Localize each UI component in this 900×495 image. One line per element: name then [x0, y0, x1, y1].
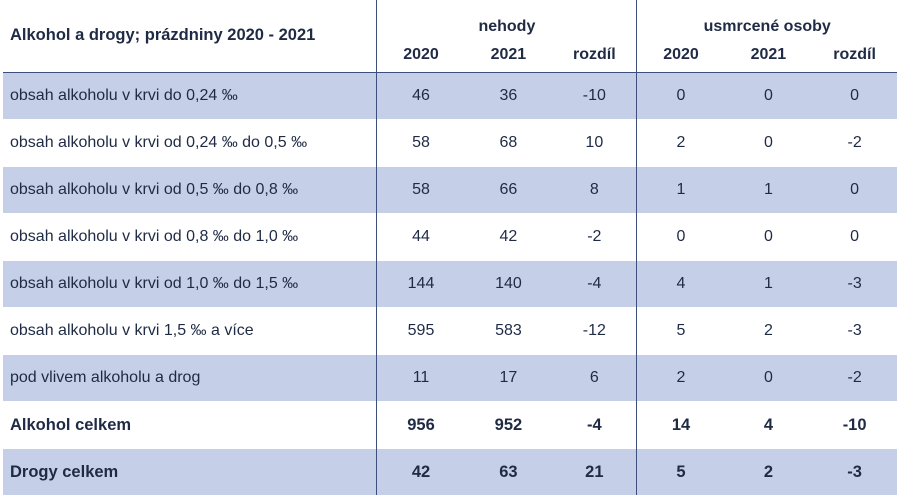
cell-accidents-2021: 68: [465, 120, 553, 167]
col-header-fatalities-2021: 2021: [725, 38, 813, 73]
col-header-accidents-diff: rozdíl: [552, 38, 637, 73]
cell-fatalities-2021: 0: [725, 120, 813, 167]
table-row: obsah alkoholu v krvi od 0,5 ‰ do 0,8 ‰5…: [3, 167, 897, 214]
cell-accidents-2020: 46: [377, 73, 465, 120]
cell-fatalities-2020: 5: [637, 308, 725, 355]
cell-accidents-2021: 952: [465, 402, 553, 449]
group-header-row: Alkohol a drogy; prázdniny 2020 - 2021 n…: [3, 0, 897, 38]
row-label: obsah alkoholu v krvi od 0,24 ‰ do 0,5 ‰: [3, 120, 377, 167]
cell-fatalities-2021: 4: [725, 402, 813, 449]
group-header-fatalities: usmrcené osoby: [637, 0, 897, 38]
cell-accidents-2020: 11: [377, 355, 465, 402]
row-label: obsah alkoholu v krvi od 0,8 ‰ do 1,0 ‰: [3, 214, 377, 261]
cell-fatalities-diff: -2: [812, 120, 897, 167]
row-label: pod vlivem alkoholu a drog: [3, 355, 377, 402]
cell-accidents-2021: 42: [465, 214, 553, 261]
cell-fatalities-2021: 0: [725, 355, 813, 402]
cell-accidents-2021: 140: [465, 261, 553, 308]
row-label: obsah alkoholu v krvi od 1,0 ‰ do 1,5 ‰: [3, 261, 377, 308]
table-row: obsah alkoholu v krvi od 1,0 ‰ do 1,5 ‰1…: [3, 261, 897, 308]
cell-accidents-2020: 42: [377, 449, 465, 495]
cell-fatalities-2021: 2: [725, 308, 813, 355]
cell-accidents-2020: 595: [377, 308, 465, 355]
cell-accidents-2020: 44: [377, 214, 465, 261]
cell-fatalities-2020: 5: [637, 449, 725, 495]
cell-fatalities-diff: -10: [812, 402, 897, 449]
cell-fatalities-2020: 2: [637, 120, 725, 167]
cell-accidents-diff: 21: [552, 449, 637, 495]
cell-fatalities-2021: 0: [725, 73, 813, 120]
table-title: Alkohol a drogy; prázdniny 2020 - 2021: [3, 0, 377, 73]
cell-fatalities-2021: 1: [725, 261, 813, 308]
cell-fatalities-diff: 0: [812, 73, 897, 120]
cell-fatalities-diff: -3: [812, 308, 897, 355]
row-label: Alkohol celkem: [3, 402, 377, 449]
col-header-fatalities-diff: rozdíl: [812, 38, 897, 73]
cell-accidents-2021: 63: [465, 449, 553, 495]
cell-fatalities-2020: 0: [637, 73, 725, 120]
cell-fatalities-diff: 0: [812, 214, 897, 261]
cell-accidents-diff: -4: [552, 261, 637, 308]
cell-fatalities-2021: 1: [725, 167, 813, 214]
cell-fatalities-2020: 14: [637, 402, 725, 449]
cell-accidents-2021: 17: [465, 355, 553, 402]
cell-fatalities-diff: 0: [812, 167, 897, 214]
cell-fatalities-diff: -3: [812, 261, 897, 308]
cell-accidents-2020: 58: [377, 167, 465, 214]
cell-fatalities-2021: 0: [725, 214, 813, 261]
col-header-accidents-2021: 2021: [465, 38, 553, 73]
cell-accidents-2020: 58: [377, 120, 465, 167]
cell-accidents-2021: 36: [465, 73, 553, 120]
cell-accidents-diff: 10: [552, 120, 637, 167]
group-header-accidents: nehody: [377, 0, 637, 38]
cell-accidents-diff: 8: [552, 167, 637, 214]
cell-accidents-diff: -2: [552, 214, 637, 261]
table-row: obsah alkoholu v krvi od 0,8 ‰ do 1,0 ‰4…: [3, 214, 897, 261]
cell-fatalities-2020: 4: [637, 261, 725, 308]
cell-accidents-2020: 956: [377, 402, 465, 449]
cell-accidents-2021: 583: [465, 308, 553, 355]
cell-fatalities-2020: 0: [637, 214, 725, 261]
row-label: obsah alkoholu v krvi 1,5 ‰ a více: [3, 308, 377, 355]
row-label: obsah alkoholu v krvi od 0,5 ‰ do 0,8 ‰: [3, 167, 377, 214]
cell-fatalities-diff: -2: [812, 355, 897, 402]
row-label: obsah alkoholu v krvi do 0,24 ‰: [3, 73, 377, 120]
cell-fatalities-diff: -3: [812, 449, 897, 495]
table-row: obsah alkoholu v krvi od 0,24 ‰ do 0,5 ‰…: [3, 120, 897, 167]
cell-accidents-diff: 6: [552, 355, 637, 402]
cell-fatalities-2020: 2: [637, 355, 725, 402]
cell-accidents-2021: 66: [465, 167, 553, 214]
col-header-fatalities-2020: 2020: [637, 38, 725, 73]
row-label: Drogy celkem: [3, 449, 377, 495]
cell-fatalities-2020: 1: [637, 167, 725, 214]
cell-accidents-diff: -4: [552, 402, 637, 449]
cell-accidents-diff: -10: [552, 73, 637, 120]
col-header-accidents-2020: 2020: [377, 38, 465, 73]
cell-accidents-2020: 144: [377, 261, 465, 308]
cell-fatalities-2021: 2: [725, 449, 813, 495]
cell-accidents-diff: -12: [552, 308, 637, 355]
stats-table: Alkohol a drogy; prázdniny 2020 - 2021 n…: [3, 0, 897, 495]
